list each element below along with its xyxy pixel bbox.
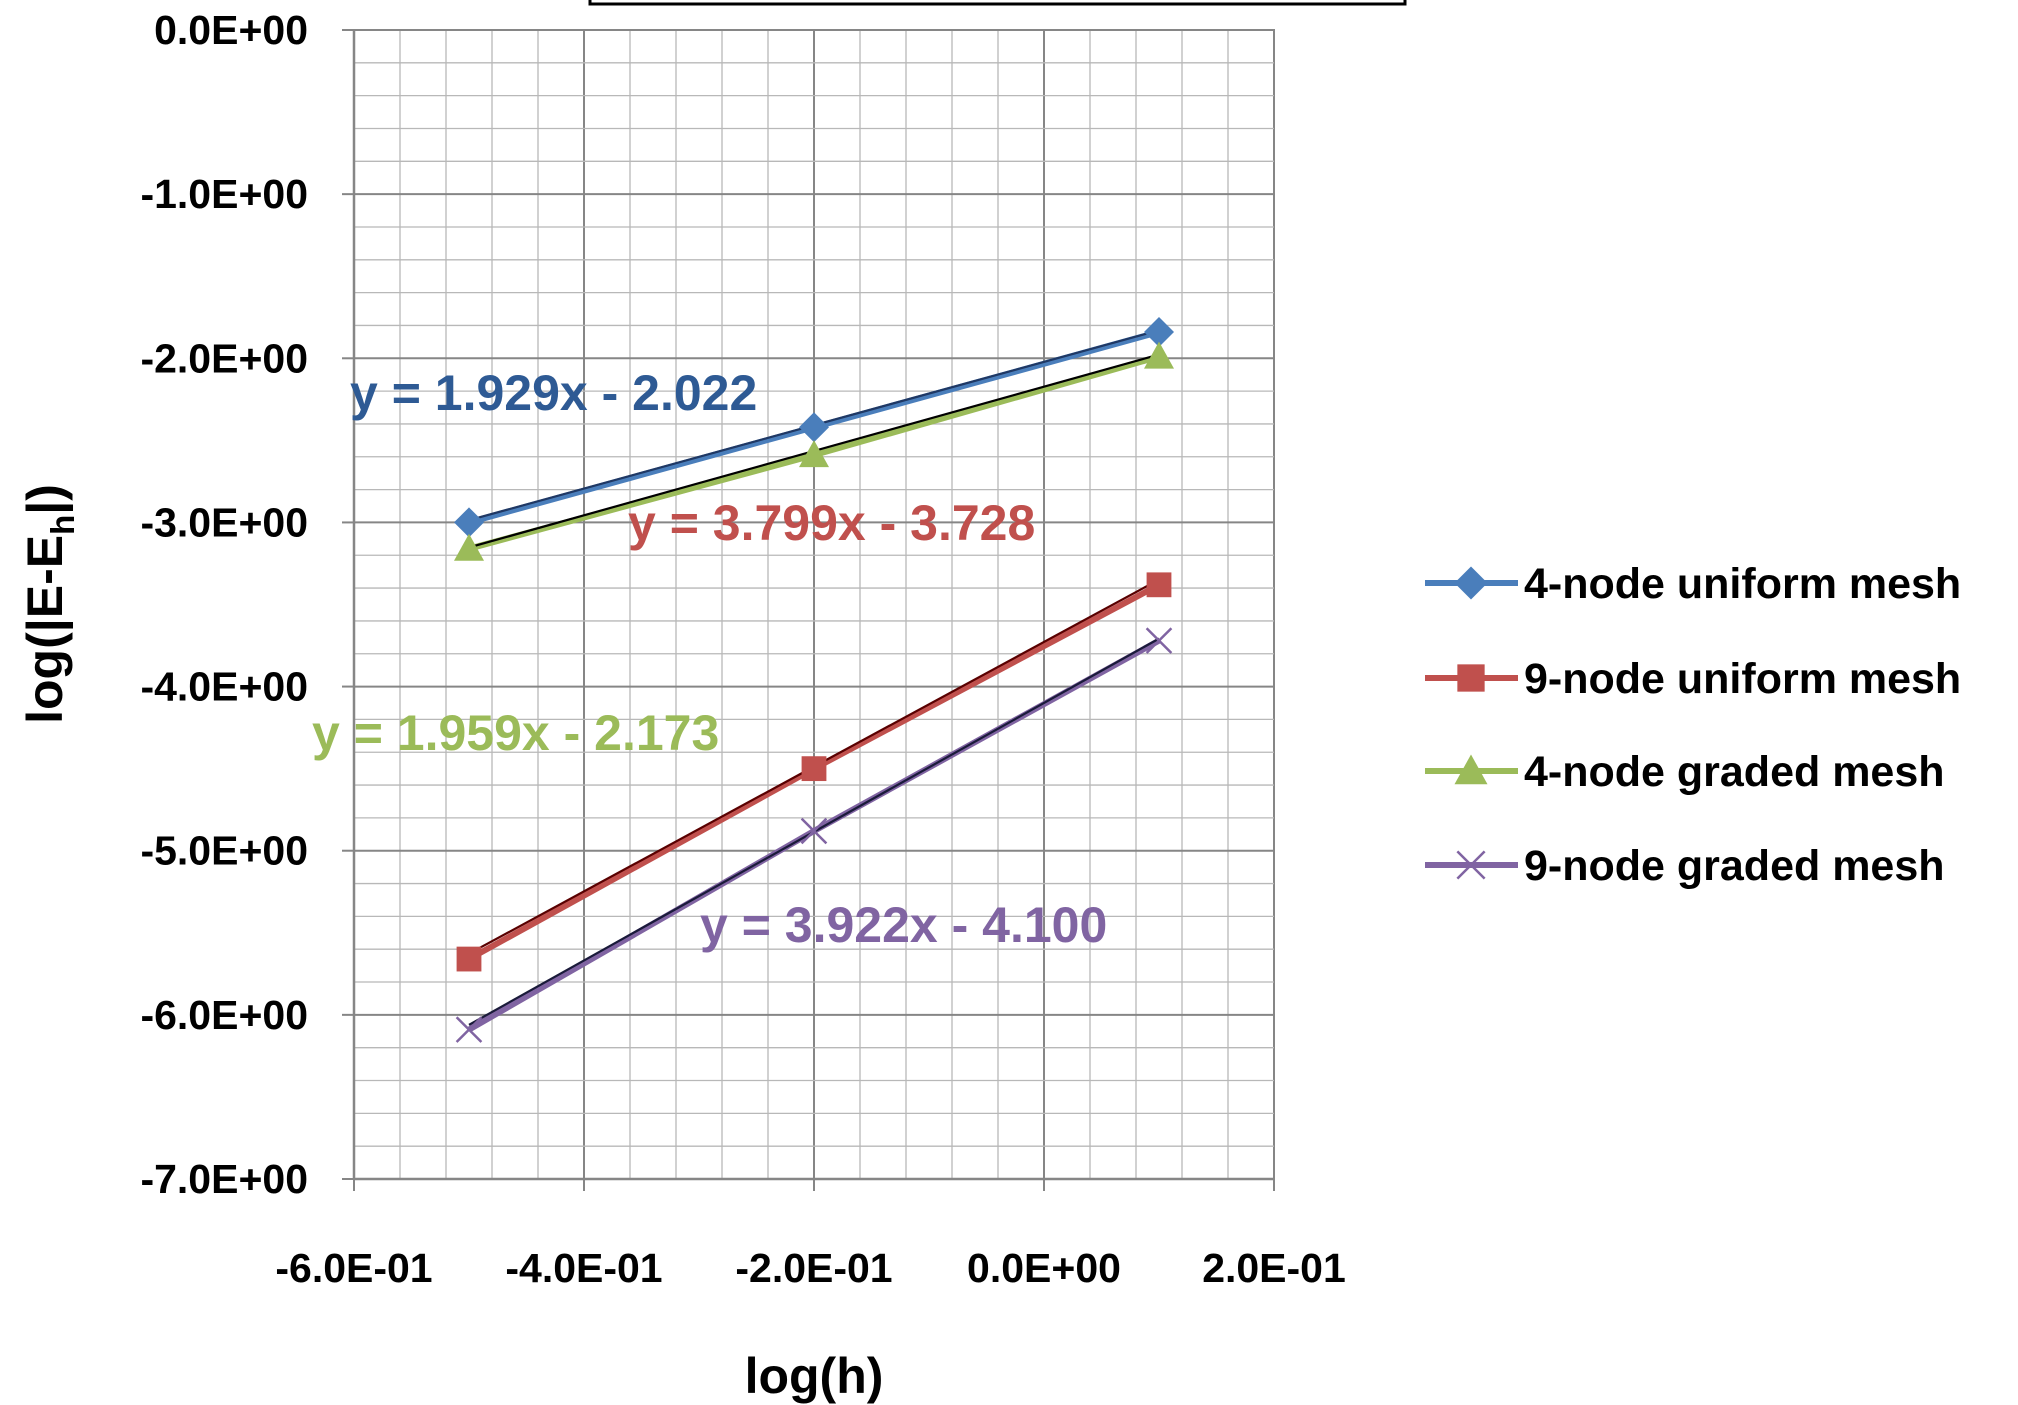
y-tick-labels: 0.0E+00 -1.0E+00 -2.0E+00 -3.0E+00 -4.0E+00 -… (140, 7, 308, 1202)
x-tick-label: -2.0E-01 (735, 1245, 892, 1291)
y-axis-title-subscript: h (44, 515, 81, 535)
y-tick-label: -7.0E+00 (140, 1156, 308, 1202)
y-tick-label: -3.0E+00 (140, 499, 308, 545)
trendline-equation-label: y = 3.799x - 3.728 (628, 495, 1035, 551)
data-point-marker (799, 440, 829, 468)
data-point-marker (801, 756, 827, 782)
x-tick-labels: -6.0E-01 -4.0E-01 -2.0E-01 0.0E+00 2.0E-01 (275, 1245, 1345, 1291)
series-2 (456, 572, 1172, 972)
series-3 (454, 341, 1174, 561)
legend-marker-stroke-b (1456, 850, 1486, 880)
series-1 (454, 317, 1174, 538)
trendline-equation-label: y = 1.929x - 2.022 (350, 365, 757, 421)
legend-marker (1457, 664, 1485, 692)
data-point-marker-stroke-b (455, 1016, 483, 1043)
x-tick-label: -6.0E-01 (275, 1245, 432, 1291)
x-axis-title: log(h) (745, 1348, 884, 1404)
y-tick-label: 0.0E+00 (154, 7, 308, 53)
title-box (588, 0, 1407, 6)
legend-label: 9-node uniform mesh (1524, 655, 1961, 703)
legend-item: 4-node uniform mesh (1425, 560, 1961, 608)
trendline-equation-label: y = 1.959x - 2.173 (312, 705, 719, 761)
x-tick-label: -4.0E-01 (505, 1245, 662, 1291)
series-4 (455, 627, 1173, 1043)
data-point-marker (456, 946, 482, 972)
legend-marker (1454, 566, 1488, 600)
legend-label: 4-node uniform mesh (1524, 560, 1961, 608)
y-axis-title-close: |) (17, 484, 74, 515)
legend: 4-node uniform mesh 9-node uniform mesh 4-… (1425, 560, 1961, 890)
legend-item: 9-node graded mesh (1425, 842, 1945, 890)
legend-marker (1454, 754, 1488, 785)
data-point-marker (1146, 572, 1172, 598)
y-tick-label: -2.0E+00 (140, 335, 308, 381)
y-tick-label: -6.0E+00 (140, 992, 308, 1038)
data-point-marker-stroke-b (1145, 627, 1173, 654)
y-tick-label: -4.0E+00 (140, 664, 308, 710)
data-point-marker (454, 533, 484, 561)
y-axis-title: log(|E-Eh|) (17, 484, 81, 724)
grid (353, 29, 1275, 1180)
trendline-equation-label: y = 3.922x - 4.100 (700, 897, 1107, 953)
y-tick-label: -5.0E+00 (140, 828, 308, 874)
y-tick-label: -1.0E+00 (140, 171, 308, 217)
axes (342, 29, 1275, 1191)
trendline-equations: y = 1.929x - 2.022 y = 3.799x - 3.728 y = … (312, 365, 1107, 953)
data-point-marker (1144, 341, 1174, 369)
data-point-marker-stroke-b (800, 817, 828, 845)
legend-item: 4-node graded mesh (1425, 748, 1945, 796)
legend-label: 9-node graded mesh (1524, 842, 1945, 890)
data-point-marker (1144, 317, 1174, 348)
y-axis-title-main: log(|E-E (17, 535, 74, 724)
x-tick-label: 2.0E-01 (1202, 1245, 1346, 1291)
data-point-marker (454, 507, 484, 538)
legend-item: 9-node uniform mesh (1425, 655, 1961, 703)
series-group (454, 317, 1174, 1043)
legend-label: 4-node graded mesh (1524, 748, 1945, 796)
data-point-marker (799, 412, 829, 443)
x-tick-label: 0.0E+00 (967, 1245, 1121, 1291)
